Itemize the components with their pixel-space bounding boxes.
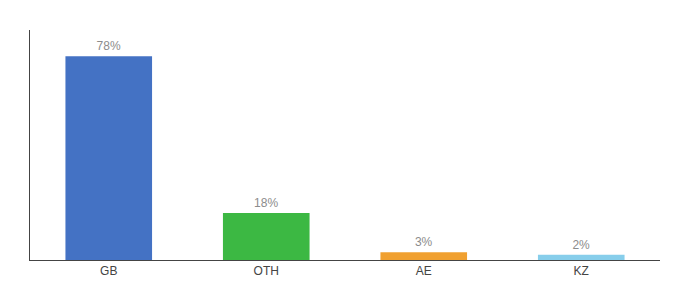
svg-text:3%: 3% xyxy=(415,235,433,249)
svg-text:78%: 78% xyxy=(97,39,121,53)
svg-text:AE: AE xyxy=(416,264,432,278)
svg-text:OTH: OTH xyxy=(254,264,279,278)
svg-text:18%: 18% xyxy=(254,196,278,210)
svg-text:2%: 2% xyxy=(572,238,590,252)
svg-text:GB: GB xyxy=(100,264,117,278)
svg-text:KZ: KZ xyxy=(574,264,589,278)
